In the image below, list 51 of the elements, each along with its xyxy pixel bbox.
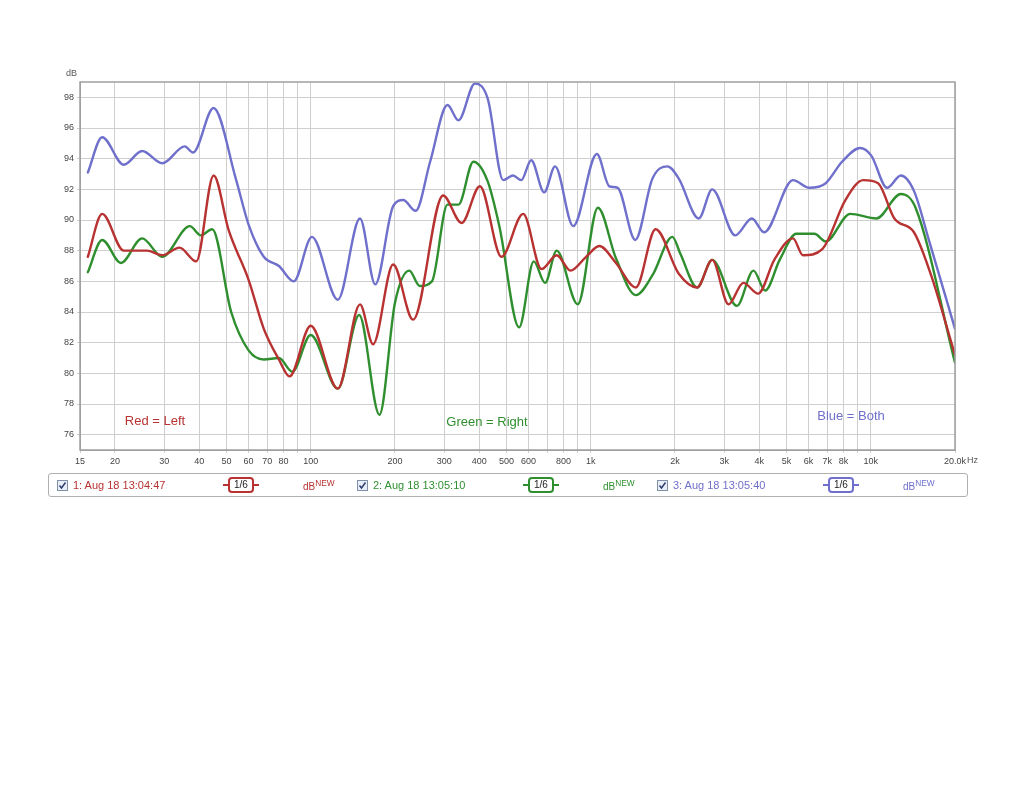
x-tick-label: 15 xyxy=(74,455,86,466)
annotation: Red = Left xyxy=(124,413,186,428)
y-tick-label: 94 xyxy=(63,153,74,164)
x-tick-label: 4k xyxy=(754,455,765,466)
x-tick-label: 2k xyxy=(670,455,681,466)
x-tick-label: 10k xyxy=(863,455,879,466)
x-tick-label: 3k xyxy=(719,455,730,466)
y-tick-label: 82 xyxy=(63,337,74,348)
x-tick-label: 1k xyxy=(585,455,596,466)
x-tick-label: 7k xyxy=(822,455,833,466)
x-tick-label: 50 xyxy=(221,455,232,466)
y-tick-label: 92 xyxy=(63,183,74,194)
x-tick-label: 40 xyxy=(194,455,205,466)
y-tick-label: 98 xyxy=(63,91,74,102)
x-tick-label: 400 xyxy=(471,455,487,466)
y-tick-label: 80 xyxy=(63,367,74,378)
y-tick-label: 90 xyxy=(63,214,74,225)
text: 1/6 xyxy=(228,477,254,493)
x-axis-title: Hz xyxy=(967,455,979,465)
x-tick-label: 800 xyxy=(556,455,572,466)
text: 1: Aug 18 13:04:47 xyxy=(73,479,167,491)
y-tick-label: 88 xyxy=(63,245,74,256)
annotation: Blue = Both xyxy=(817,408,885,423)
x-tick-label: 200 xyxy=(387,455,403,466)
x-tick-label: 5k xyxy=(781,455,792,466)
y-tick-label: 76 xyxy=(63,429,74,440)
annotation: Green = Right xyxy=(446,414,529,429)
y-axis-title: dB xyxy=(66,68,78,78)
x-tick-label: 500 xyxy=(498,455,514,466)
text: 2: Aug 18 13:05:10 xyxy=(373,479,467,491)
x-tick-label: 8k xyxy=(838,455,849,466)
x-tick-label: 60 xyxy=(243,455,254,466)
text: 1/6 xyxy=(828,477,854,493)
text: dB$^{NEW}$ xyxy=(303,477,335,493)
y-tick-label: 78 xyxy=(63,398,74,409)
x-tick-label: 20.0k xyxy=(943,455,967,466)
y-tick-label: 96 xyxy=(63,122,74,133)
text: 3: Aug 18 13:05:40 xyxy=(673,479,767,491)
y-tick-label: 86 xyxy=(63,275,74,286)
x-tick-label: 80 xyxy=(278,455,289,466)
x-tick-label: 100 xyxy=(303,455,319,466)
x-tick-label: 20 xyxy=(109,455,120,466)
x-tick-label: 600 xyxy=(521,455,537,466)
x-tick-label: 70 xyxy=(262,455,273,466)
y-tick-label: 84 xyxy=(63,306,74,317)
x-tick-label: 6k xyxy=(803,455,814,466)
x-tick-label: 30 xyxy=(159,455,170,466)
text: 1/6 xyxy=(528,477,554,493)
x-tick-label: 300 xyxy=(436,455,452,466)
text: dB$^{NEW}$ xyxy=(903,477,935,493)
text: dB$^{NEW}$ xyxy=(603,477,635,493)
